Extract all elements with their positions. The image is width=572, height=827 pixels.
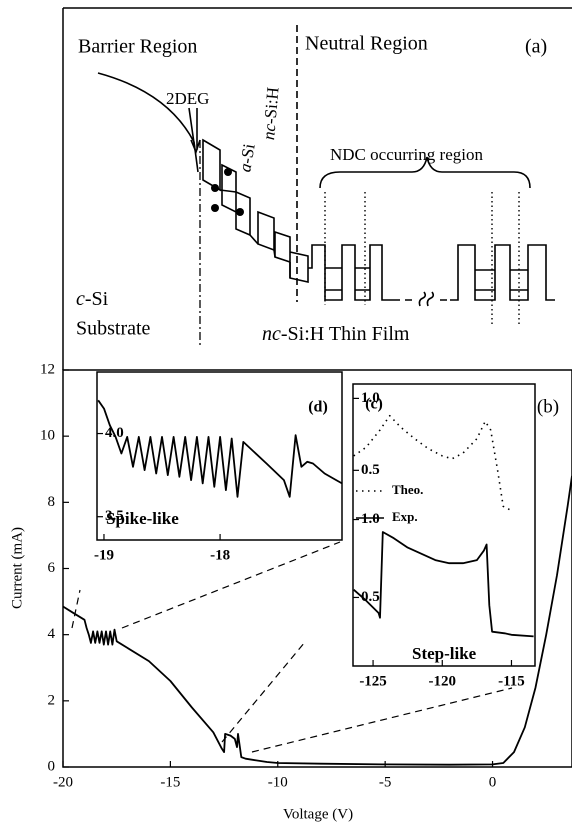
data-line: [97, 399, 343, 498]
label-part: nc: [259, 123, 279, 141]
legend-label: Exp.: [392, 509, 418, 524]
y-tick-label: 1.0: [361, 511, 380, 527]
annotation: Spike-like: [106, 509, 179, 528]
legend-label: Theo.: [392, 482, 423, 497]
electron: [236, 208, 244, 216]
label: a-Si: [235, 142, 259, 173]
square-wave: [308, 244, 400, 301]
y-tick-label: 8: [48, 494, 56, 510]
y-tick-label: 12: [40, 361, 55, 377]
label-part: -Si: [85, 288, 109, 310]
data-line: [353, 414, 512, 512]
x-tick-label: -10: [268, 774, 288, 790]
x-tick-label: -20: [53, 774, 73, 790]
label: Substrate: [76, 318, 151, 340]
x-tick-label: -120: [429, 673, 457, 689]
x-tick-label: -115: [498, 673, 525, 689]
y-tick-label: 6: [48, 560, 56, 576]
connector: [121, 541, 341, 629]
plot-frame: [352, 383, 536, 667]
square-wave: [450, 244, 555, 301]
label: NDC occurring region: [330, 145, 483, 164]
y-tick-label: 4: [48, 626, 56, 642]
y-tick-label: 10: [40, 428, 55, 444]
x-tick-label: 0: [489, 774, 497, 790]
y-tick-label: 0.5: [361, 462, 380, 478]
axis-break: [418, 291, 435, 307]
sublevels: [325, 267, 370, 291]
label: Barrier Region: [78, 36, 197, 58]
y-tick-label: 0.5: [361, 589, 380, 605]
electron: [224, 168, 232, 176]
label-part: -Si: [237, 142, 259, 165]
label-part: c: [76, 288, 85, 310]
y-tick-label: 3.5: [105, 508, 124, 524]
label-part: nc: [262, 323, 281, 345]
band-curve: [97, 72, 199, 173]
annotation: Step-like: [412, 644, 477, 663]
data-line: [353, 531, 534, 638]
panel-label: (d): [308, 399, 328, 416]
label: nc-Si:H Thin Film: [262, 323, 410, 345]
label-part: a: [235, 162, 255, 174]
inset-background: [353, 384, 535, 666]
brace: [319, 156, 531, 189]
y-tick-label: 1.0: [361, 390, 380, 406]
label: 2DEG: [166, 89, 209, 108]
electron: [211, 204, 219, 212]
label: Neutral Region: [305, 33, 428, 55]
panel-label: (b): [537, 396, 559, 417]
label: nc-Si:H: [259, 86, 283, 140]
zoom-connectors: [71, 541, 513, 753]
panel-label: (c): [365, 396, 383, 413]
inset-background: [97, 372, 342, 540]
x-tick-label: -5: [379, 774, 392, 790]
y-axis-label: Current (mA): [9, 527, 25, 609]
x-tick-label: -19: [94, 547, 114, 563]
electron: [211, 184, 219, 192]
well-links: [219, 189, 291, 278]
label-part: -Si:H Thin Film: [281, 323, 410, 345]
x-axis-label: Voltage (V): [283, 806, 353, 822]
connector: [221, 641, 306, 743]
label-part: -Si:H: [260, 86, 282, 124]
connector: [71, 589, 81, 629]
data-line: [62, 475, 572, 766]
panel-label: (a): [525, 36, 547, 58]
x-tick-label: -18: [210, 547, 230, 563]
y-tick-label: 2: [48, 692, 56, 708]
connector: [251, 687, 513, 753]
twodeg-arrow: [188, 107, 201, 155]
y-tick-label: 0: [48, 758, 56, 774]
x-tick-label: -125: [359, 673, 387, 689]
label: c-Si: [76, 288, 109, 310]
x-tick-label: -15: [160, 774, 180, 790]
